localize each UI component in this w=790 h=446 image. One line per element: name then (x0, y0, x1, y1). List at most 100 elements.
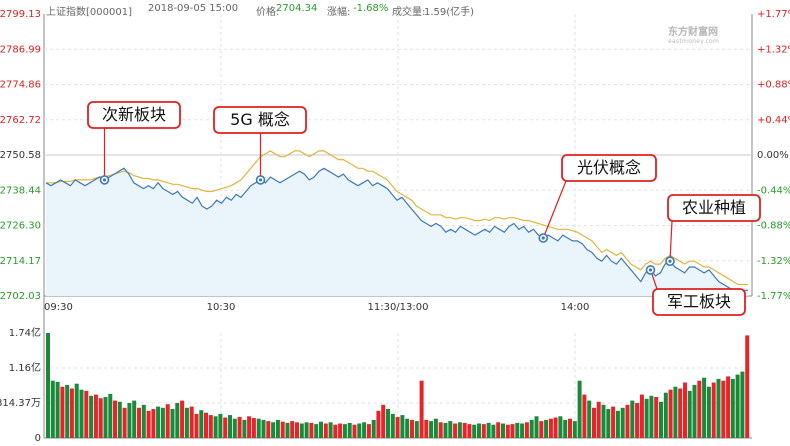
volume-bar (151, 409, 156, 438)
callout-box (561, 154, 657, 182)
volume-bar (706, 386, 711, 438)
price-value: 2704.34 (276, 3, 318, 14)
volume-bar (194, 413, 199, 438)
volume-bar (386, 409, 390, 438)
volume-bar (50, 380, 55, 438)
volume-bar (280, 421, 285, 438)
callout-marker-dot (258, 178, 263, 182)
callout-marker-dot (102, 178, 107, 182)
volume-bar (448, 421, 453, 438)
change-value: -1.68% (353, 3, 389, 14)
callout-box (667, 194, 761, 222)
volume-bar (89, 395, 94, 438)
callout-marker-dot (668, 259, 672, 263)
volume-bar (433, 418, 438, 438)
volume-bar (568, 418, 572, 438)
volume-bar (366, 424, 371, 438)
callout-label: 农业种植 (682, 198, 746, 217)
volume-bar (180, 400, 185, 438)
volume-bar (338, 423, 343, 438)
volume-bar (453, 423, 458, 438)
price-label: 价格: (256, 7, 280, 18)
volume-bar (457, 422, 462, 438)
volume-bar (711, 382, 716, 438)
volume-bar (438, 422, 443, 438)
volume-bar (122, 407, 127, 438)
y-right-tick-label: -1.77% (757, 291, 790, 302)
volume-bar (486, 422, 491, 438)
callout-marker-dot (648, 268, 653, 272)
volume-bar (620, 407, 625, 438)
volume-bar (663, 392, 668, 438)
volume-bar (582, 394, 587, 438)
volume-bar (472, 424, 477, 438)
x-tick-label: 10:30 (207, 302, 236, 313)
y-left-tick-label: 2750.58 (0, 150, 41, 161)
volume-bar (501, 423, 505, 438)
y-right-tick-label: +1.32% (757, 44, 790, 55)
volume-bar (390, 413, 395, 438)
volume-bar (596, 401, 601, 438)
y-right-tick-label: -1.32% (757, 256, 790, 267)
y-right-tick-label: -0.44% (757, 185, 790, 196)
callout-label: 光伏概念 (577, 158, 641, 177)
callout-box (213, 106, 307, 134)
volume-bar (65, 384, 70, 438)
volume-bar (175, 403, 180, 438)
volume-bar (60, 386, 65, 438)
volume-bar (208, 415, 213, 438)
volume-bar (635, 403, 640, 438)
volume-bar (702, 377, 707, 438)
index-name: 上证指数[000001] (46, 7, 132, 18)
y-left-tick-label: 2738.44 (0, 185, 41, 196)
volume-bar (419, 380, 424, 438)
volume-bar (204, 412, 208, 438)
callout-label: 次新板块 (102, 105, 166, 124)
volume-bar (74, 383, 79, 438)
volume-bar (127, 403, 132, 438)
volume-bar (659, 401, 663, 438)
volume-bar (649, 395, 654, 438)
volume-bar (46, 333, 50, 438)
volume-bar (333, 424, 338, 438)
volume-bar (357, 423, 362, 438)
callout-label: 5G 概念 (230, 110, 290, 129)
volume-bar (251, 418, 256, 438)
volume-bar (218, 413, 223, 438)
volume-bar (414, 421, 419, 438)
volume-bar (309, 422, 314, 438)
y-left-tick-label: 2702.03 (0, 291, 41, 302)
volume-bar (137, 407, 141, 438)
volume-bar (505, 424, 510, 438)
volume-bar (606, 409, 611, 438)
watermark-text: 东方财富网 (668, 27, 718, 38)
volume-bar (132, 400, 137, 438)
volume-bar (630, 400, 635, 438)
volume-bar (223, 417, 228, 438)
y-left-tick-label: 2726.30 (0, 221, 41, 232)
volume-bar (496, 422, 501, 438)
volume-bar (726, 376, 731, 438)
volume-tick-label: 814.37万 (0, 398, 41, 409)
volume-bar (740, 371, 745, 438)
volume-bar (295, 422, 299, 438)
volume-bar (395, 416, 400, 438)
volume-bar (601, 404, 606, 438)
volume-bar (592, 407, 596, 438)
average-price-line (46, 150, 748, 286)
volume-bar (247, 416, 252, 438)
y-left-tick-label: 2786.99 (0, 44, 41, 55)
volume-bar (381, 404, 386, 438)
volume-bar (429, 421, 434, 438)
volume-bar (553, 417, 558, 438)
x-tick-label: 14:00 (561, 302, 590, 313)
volume-bar (199, 410, 204, 438)
volume-bar (587, 400, 592, 438)
volume-bar (683, 382, 687, 438)
y-right-tick-label: +0.44% (757, 115, 790, 126)
volume-bar (443, 422, 448, 438)
volume-bars (46, 333, 750, 438)
volume-bar (108, 393, 113, 438)
y-left-tick-label: 2762.72 (0, 115, 41, 126)
volume-bar (529, 419, 534, 438)
